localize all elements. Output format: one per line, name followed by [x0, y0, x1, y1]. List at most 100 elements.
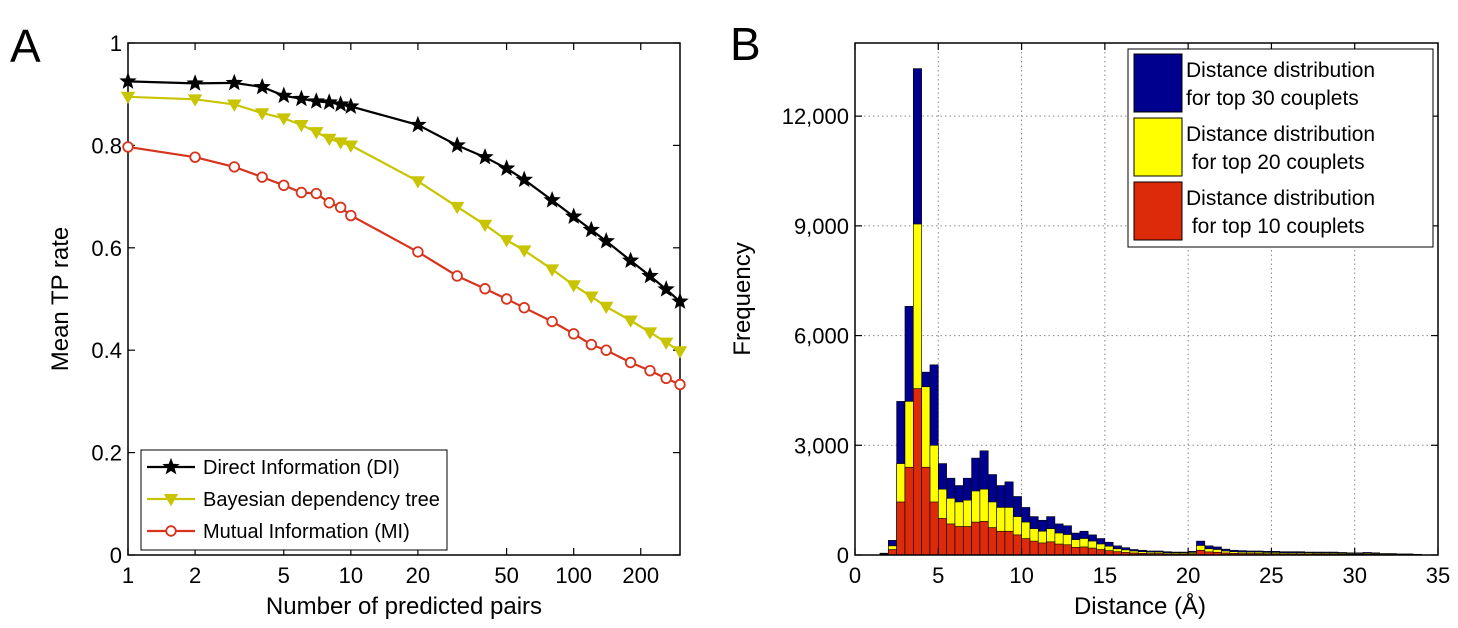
- panel-a-data-point: [643, 328, 656, 339]
- panel-a-data-point: [567, 281, 580, 292]
- panel-a-x-tick-label: 50: [494, 563, 518, 588]
- panel-a-data-point: [519, 303, 529, 313]
- panel-b-bar: [972, 522, 980, 555]
- panel-b-bar: [997, 531, 1005, 555]
- panel-a-data-point: [477, 149, 492, 163]
- panel-a-data-point: [480, 284, 490, 294]
- panel-a-data-point: [279, 181, 289, 191]
- panel-a-data-point: [645, 366, 655, 376]
- panel-b-x-axis-label: Distance (Å): [1074, 592, 1206, 620]
- panel-a-data-point: [190, 152, 200, 162]
- panel-b-bar: [1005, 531, 1013, 555]
- panel-b-x-tick-label: 15: [1093, 563, 1117, 588]
- panel-a-data-point: [660, 338, 673, 349]
- panel-a-data-point: [257, 172, 267, 182]
- panel-a-legend-label: Bayesian dependency tree: [203, 489, 440, 511]
- panel-a-series-1: [122, 92, 687, 358]
- panel-b-bar: [1030, 541, 1038, 555]
- panel-a-data-point: [600, 302, 613, 313]
- panel-a-data-point: [310, 128, 323, 139]
- panel-a-data-point: [569, 329, 579, 339]
- panel-b-bar: [947, 524, 955, 555]
- panel-a-data-point: [587, 340, 597, 350]
- panel-a-series-0: [120, 73, 687, 308]
- panel-b-bar: [980, 521, 988, 555]
- panel-a-x-tick-label: 2: [189, 563, 201, 588]
- panel-b-legend-label: for top 30 couplets: [1186, 87, 1359, 110]
- panel-a-data-point: [547, 317, 557, 327]
- panel-b-bar: [1088, 548, 1096, 555]
- panel-b-bar: [888, 550, 896, 555]
- panel-a-data-point: [450, 137, 465, 152]
- panel-a-data-point: [336, 203, 346, 213]
- panel-a-data-point: [346, 211, 356, 221]
- panel-a-data-point: [294, 91, 309, 106]
- panel-a-data-point: [255, 79, 270, 94]
- panel-b-legend-label: for top 20 couplets: [1186, 151, 1365, 174]
- panel-a-data-point: [674, 347, 687, 358]
- panel-a-x-axis-label: Number of predicted pairs: [266, 593, 542, 620]
- panel-a-data-point: [661, 374, 671, 384]
- panel-a-data-point: [410, 117, 425, 131]
- panel-b-bar: [1072, 547, 1080, 555]
- panel-a-data-point: [411, 177, 424, 188]
- panel-b-y-tick-label: 0: [837, 543, 849, 568]
- panel-b-y-tick-label: 9,000: [794, 214, 849, 239]
- panel-a-data-point: [312, 189, 322, 199]
- panel-a-data-point: [675, 380, 685, 390]
- panel-a-y-tick-label: 0.6: [91, 236, 122, 261]
- panel-a-y-tick-label: 0.2: [91, 441, 122, 466]
- panel-a-data-point: [123, 142, 133, 152]
- panel-a-series-line: [128, 147, 680, 385]
- panel-a-x-tick-label: 20: [406, 563, 430, 588]
- panel-a-y-tick-label: 0.8: [91, 133, 122, 158]
- panel-a-data-point: [546, 265, 559, 276]
- panel-a-series-line: [128, 81, 680, 301]
- panel-b-bar: [1055, 544, 1063, 555]
- panel-b-bar: [1022, 539, 1030, 555]
- panel-b-x-tick-label: 10: [1009, 563, 1033, 588]
- panel-a-x-tick-label: 10: [339, 563, 363, 588]
- panel-b-bar: [1047, 542, 1055, 555]
- panel-a-data-point: [230, 162, 240, 172]
- panel-b-legend-label: for top 10 couplets: [1186, 215, 1365, 238]
- panel-b-letter: B: [730, 18, 761, 70]
- panel-a-y-tick-label: 1: [110, 31, 122, 56]
- panel-b-y-tick-label: 3,000: [794, 433, 849, 458]
- panel-a-letter: A: [10, 20, 41, 72]
- panel-b-y-tick-label: 12,000: [782, 104, 849, 129]
- panel-a-legend-marker: [166, 526, 176, 536]
- panel-a-data-point: [626, 358, 636, 368]
- panel-a-data-point: [188, 75, 203, 90]
- panel-a-series-line: [128, 97, 680, 351]
- panel-b-x-tick-label: 20: [1176, 563, 1200, 588]
- panel-b-x-tick-label: 30: [1342, 563, 1366, 588]
- panel-a-x-tick-label: 100: [555, 563, 592, 588]
- panel-a-data-point: [601, 345, 611, 355]
- panel-b-bar: [1013, 535, 1021, 555]
- panel-b-bar: [1097, 550, 1105, 555]
- panel-b-legend-label: Distance distribution: [1186, 187, 1375, 210]
- panel-a-x-tick-label: 1: [122, 563, 134, 588]
- panel-b-legend-label: Distance distribution: [1186, 59, 1375, 82]
- panel-b-bar: [955, 526, 963, 555]
- panel-a-series: [120, 73, 687, 389]
- panel-b-legend-swatch: [1134, 182, 1182, 240]
- panel-b-bar: [1080, 547, 1088, 555]
- panel-b-bar: [938, 518, 946, 555]
- panel-a-series-2: [123, 142, 685, 389]
- panel-a-data-point: [452, 271, 462, 281]
- panel-b-legend-label: Distance distribution: [1186, 123, 1375, 146]
- panel-a-y-axis-label: Mean TP rate: [47, 227, 74, 372]
- panel-a-y-tick-label: 0: [110, 543, 122, 568]
- panel-b-bar: [963, 526, 971, 555]
- panel-b-y-axis-label: Frequency: [729, 242, 756, 355]
- panel-a-data-point: [413, 247, 423, 257]
- panel-b-x-tick-label: 5: [932, 563, 944, 588]
- panel-b-x-tick-label: 25: [1259, 563, 1283, 588]
- panel-b-bar: [905, 467, 913, 555]
- panel-b-y-tick-label: 6,000: [794, 324, 849, 349]
